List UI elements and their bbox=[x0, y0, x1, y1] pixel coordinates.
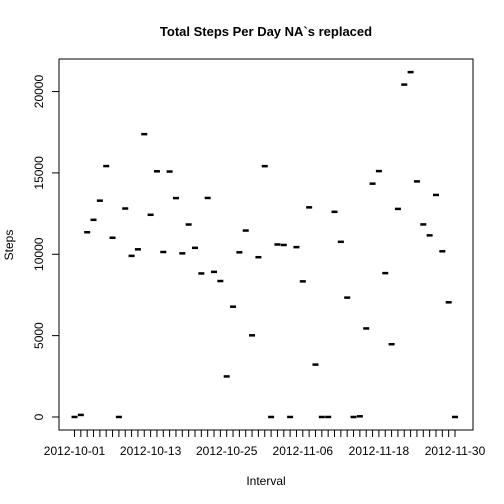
y-tick-label: 10000 bbox=[32, 237, 46, 271]
plot-frame bbox=[58, 58, 474, 431]
y-axis-label: Steps bbox=[2, 230, 16, 261]
y-axis: 0 5000 10000 15000 20000 bbox=[32, 75, 60, 420]
x-tick-label: 2012-10-25 bbox=[196, 444, 258, 458]
x-axis: 2012-10-01 2012-10-13 2012-10-25 2012-11-06… bbox=[44, 429, 486, 458]
chart-title: Total Steps Per Day NA`s replaced bbox=[160, 24, 372, 39]
data-points bbox=[71, 70, 458, 419]
y-tick-label: 15000 bbox=[32, 156, 46, 190]
y-tick-label: 0 bbox=[32, 413, 46, 420]
x-tick-label: 2012-11-18 bbox=[349, 444, 410, 458]
x-tick-label: 2012-10-13 bbox=[120, 444, 182, 458]
y-tick-label: 5000 bbox=[32, 322, 46, 349]
x-axis-label: Interval bbox=[246, 474, 285, 488]
x-tick-label: 2012-10-01 bbox=[44, 444, 106, 458]
y-tick-label: 20000 bbox=[32, 75, 46, 109]
x-tick-label: 2012-11-30 bbox=[425, 444, 486, 458]
x-tick-label: 2012-11-06 bbox=[273, 444, 334, 458]
